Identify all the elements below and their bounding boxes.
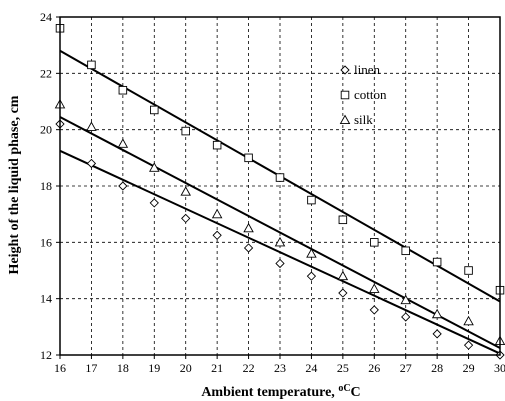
legend-cotton-label: cotton bbox=[354, 87, 387, 102]
silk-point bbox=[149, 162, 160, 172]
cotton-point bbox=[464, 266, 473, 275]
linen-point bbox=[306, 271, 317, 281]
cotton-point bbox=[338, 215, 348, 225]
silk-point bbox=[86, 121, 97, 131]
cotton-point bbox=[244, 153, 253, 163]
cotton-point bbox=[118, 85, 128, 95]
y-tick-label: 24 bbox=[40, 10, 52, 24]
silk-point bbox=[369, 283, 380, 293]
cotton-point bbox=[370, 238, 379, 247]
silk-point bbox=[306, 248, 317, 258]
x-tick-label: 20 bbox=[180, 361, 192, 375]
y-tick-label: 22 bbox=[40, 66, 52, 80]
silk-point bbox=[431, 308, 443, 319]
y-tick-label: 20 bbox=[40, 123, 52, 137]
data-markers bbox=[54, 24, 505, 360]
linen-point bbox=[369, 305, 379, 315]
legend-silk-marker bbox=[339, 114, 351, 125]
linen-point bbox=[86, 158, 97, 169]
linen-point bbox=[181, 213, 191, 224]
legend-linen-marker bbox=[340, 65, 350, 75]
silk-fit-line bbox=[59, 116, 501, 349]
cotton-point bbox=[87, 60, 96, 70]
silk-point bbox=[211, 208, 223, 219]
x-tick-label: 27 bbox=[400, 361, 412, 375]
x-tick-label: 21 bbox=[211, 361, 223, 375]
linen-point bbox=[432, 329, 442, 339]
x-tick-label: 22 bbox=[243, 361, 255, 375]
y-tick-label: 14 bbox=[40, 292, 52, 306]
linen-point bbox=[118, 181, 128, 191]
x-tick-label: 28 bbox=[431, 361, 443, 375]
legend-silk-label: silk bbox=[354, 112, 373, 127]
x-tick-label: 16 bbox=[54, 361, 66, 375]
silk-point bbox=[337, 270, 349, 281]
linen-point bbox=[338, 288, 348, 298]
silk-point bbox=[463, 315, 474, 326]
x-tick-label: 19 bbox=[148, 361, 160, 375]
x-tick-label: 29 bbox=[463, 361, 475, 375]
y-axis-tick-labels: 12 14 16 18 20 22 24 bbox=[40, 10, 52, 362]
linen-fit-line bbox=[59, 149, 501, 355]
cotton-point bbox=[401, 246, 410, 256]
x-axis-tick-labels: 16 17 18 19 20 21 22 23 24 25 26 27 28 29 30 bbox=[54, 361, 505, 375]
x-tick-label: 18 bbox=[117, 361, 129, 375]
cotton-point bbox=[432, 257, 442, 267]
linen-point bbox=[275, 258, 285, 269]
y-tick-label: 18 bbox=[40, 179, 52, 193]
silk-point bbox=[400, 294, 411, 305]
y-tick-label: 16 bbox=[40, 235, 52, 249]
silk-point bbox=[274, 236, 286, 247]
x-axis-title: Ambient temperature, oCC bbox=[201, 383, 360, 400]
y-tick-label: 12 bbox=[40, 348, 52, 362]
silk-point bbox=[243, 222, 254, 233]
x-tick-label: 26 bbox=[368, 361, 380, 375]
cotton-point bbox=[212, 140, 222, 150]
linen-point bbox=[149, 198, 159, 208]
x-tick-label: 25 bbox=[337, 361, 349, 375]
linen-point bbox=[463, 340, 474, 350]
x-tick-label: 24 bbox=[305, 361, 317, 375]
silk-point bbox=[180, 186, 191, 196]
cotton-point bbox=[150, 105, 159, 115]
silk-point bbox=[117, 138, 129, 148]
cotton-point bbox=[307, 195, 316, 205]
x-axis-unit-degree: oC bbox=[338, 383, 350, 394]
legend-cotton-marker bbox=[340, 90, 350, 100]
x-tick-label: 17 bbox=[85, 361, 97, 375]
cotton-point bbox=[181, 126, 190, 136]
linen-point bbox=[401, 312, 411, 322]
plot-area-frame bbox=[59, 16, 501, 356]
cotton-point bbox=[275, 173, 285, 182]
x-tick-label: 30 bbox=[494, 361, 505, 375]
linen-point bbox=[243, 243, 254, 253]
legend: linen cotton silk bbox=[339, 62, 387, 127]
x-tick-label: 23 bbox=[274, 361, 286, 375]
y-axis-title: Height of the liquid phase, cm bbox=[7, 95, 22, 274]
legend-linen-label: linen bbox=[354, 62, 380, 77]
linen-point bbox=[212, 230, 222, 240]
